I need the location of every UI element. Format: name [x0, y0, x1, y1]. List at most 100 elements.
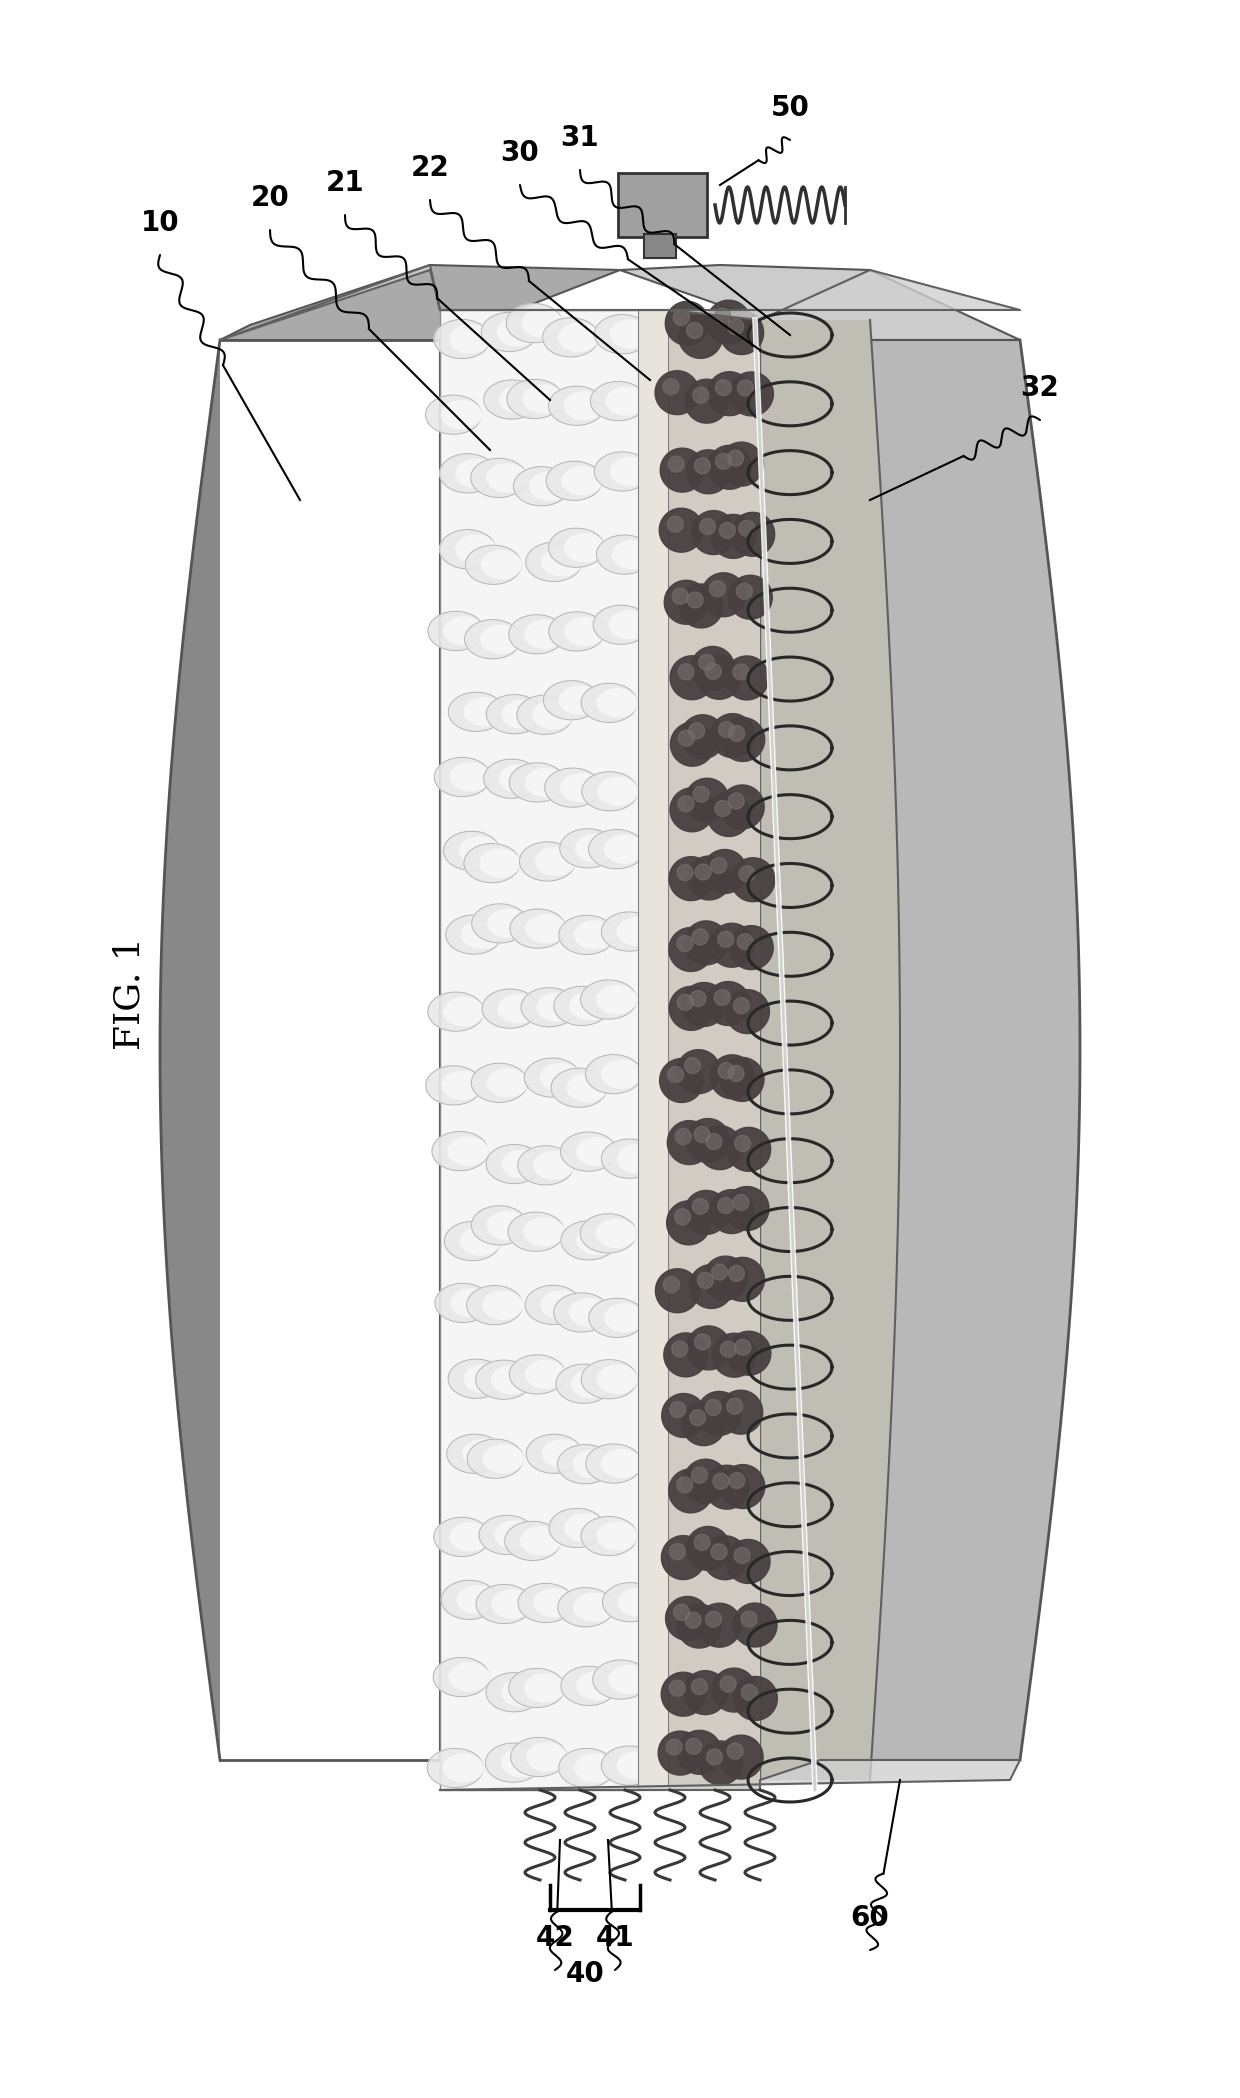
- Polygon shape: [554, 1292, 610, 1332]
- Polygon shape: [582, 772, 637, 812]
- Polygon shape: [455, 535, 496, 562]
- Polygon shape: [580, 1215, 636, 1253]
- Polygon shape: [727, 1743, 743, 1758]
- Polygon shape: [605, 835, 645, 862]
- Polygon shape: [725, 1187, 769, 1232]
- Polygon shape: [434, 1517, 490, 1557]
- Polygon shape: [689, 1265, 733, 1309]
- Polygon shape: [441, 1072, 482, 1099]
- FancyBboxPatch shape: [618, 172, 707, 237]
- Polygon shape: [560, 1133, 616, 1171]
- Polygon shape: [526, 768, 565, 797]
- Polygon shape: [620, 264, 1021, 340]
- Polygon shape: [589, 1299, 645, 1336]
- Polygon shape: [570, 992, 610, 1020]
- Polygon shape: [444, 1221, 501, 1261]
- Polygon shape: [661, 1536, 706, 1580]
- Polygon shape: [554, 986, 610, 1026]
- Polygon shape: [683, 1460, 728, 1502]
- Polygon shape: [546, 462, 603, 501]
- Polygon shape: [564, 533, 605, 562]
- Polygon shape: [444, 999, 484, 1026]
- Polygon shape: [660, 1059, 703, 1101]
- Polygon shape: [692, 929, 708, 944]
- Polygon shape: [467, 1439, 523, 1479]
- Polygon shape: [680, 583, 723, 627]
- Polygon shape: [683, 1670, 728, 1714]
- Polygon shape: [720, 1676, 737, 1693]
- Polygon shape: [542, 548, 582, 577]
- Polygon shape: [711, 858, 727, 873]
- Polygon shape: [559, 829, 616, 869]
- Text: 22: 22: [410, 153, 449, 183]
- Polygon shape: [498, 994, 538, 1022]
- Polygon shape: [481, 552, 521, 579]
- Polygon shape: [596, 1521, 637, 1550]
- Polygon shape: [598, 778, 637, 806]
- Polygon shape: [525, 621, 564, 648]
- Polygon shape: [719, 311, 764, 355]
- Polygon shape: [663, 1278, 680, 1292]
- Polygon shape: [676, 1129, 692, 1146]
- Polygon shape: [513, 466, 569, 506]
- Polygon shape: [687, 449, 730, 493]
- Polygon shape: [709, 923, 754, 967]
- Polygon shape: [449, 1664, 490, 1691]
- Polygon shape: [596, 1219, 636, 1248]
- Polygon shape: [582, 684, 637, 722]
- Polygon shape: [678, 730, 694, 747]
- Polygon shape: [693, 388, 709, 403]
- Text: 60: 60: [851, 1905, 889, 1932]
- Polygon shape: [486, 1146, 542, 1183]
- Polygon shape: [696, 864, 712, 879]
- Polygon shape: [511, 1737, 567, 1777]
- Polygon shape: [572, 1370, 611, 1397]
- Polygon shape: [727, 1127, 770, 1171]
- Polygon shape: [729, 371, 774, 415]
- Polygon shape: [668, 927, 713, 971]
- Polygon shape: [448, 1137, 489, 1164]
- Polygon shape: [464, 843, 520, 883]
- Polygon shape: [520, 841, 575, 881]
- Polygon shape: [682, 982, 725, 1026]
- Polygon shape: [670, 856, 713, 900]
- Polygon shape: [738, 380, 754, 397]
- Polygon shape: [709, 581, 725, 596]
- Polygon shape: [712, 514, 755, 558]
- Polygon shape: [548, 529, 605, 566]
- Polygon shape: [526, 1360, 565, 1389]
- Polygon shape: [559, 686, 599, 713]
- Polygon shape: [601, 913, 657, 950]
- Polygon shape: [594, 315, 651, 355]
- Polygon shape: [564, 392, 605, 420]
- Polygon shape: [697, 1603, 742, 1647]
- Polygon shape: [671, 722, 714, 766]
- Polygon shape: [484, 759, 539, 799]
- Polygon shape: [702, 573, 745, 617]
- Polygon shape: [729, 1473, 745, 1490]
- Polygon shape: [525, 1217, 564, 1246]
- Polygon shape: [441, 401, 481, 428]
- Polygon shape: [720, 718, 765, 762]
- Polygon shape: [526, 915, 565, 942]
- Polygon shape: [510, 764, 565, 801]
- Polygon shape: [428, 1748, 484, 1787]
- Polygon shape: [450, 764, 490, 791]
- Polygon shape: [551, 1068, 608, 1108]
- Polygon shape: [739, 520, 755, 537]
- Polygon shape: [500, 766, 539, 793]
- Polygon shape: [714, 308, 730, 325]
- Polygon shape: [670, 1680, 686, 1695]
- Polygon shape: [526, 1286, 582, 1324]
- Polygon shape: [682, 1401, 725, 1446]
- Polygon shape: [728, 793, 744, 810]
- Polygon shape: [706, 1133, 722, 1150]
- Polygon shape: [492, 1366, 532, 1393]
- Polygon shape: [577, 1672, 616, 1699]
- Polygon shape: [518, 1146, 574, 1185]
- Polygon shape: [481, 313, 537, 352]
- Polygon shape: [698, 1127, 742, 1169]
- Polygon shape: [609, 1666, 649, 1693]
- Polygon shape: [471, 457, 527, 497]
- Polygon shape: [574, 1592, 614, 1622]
